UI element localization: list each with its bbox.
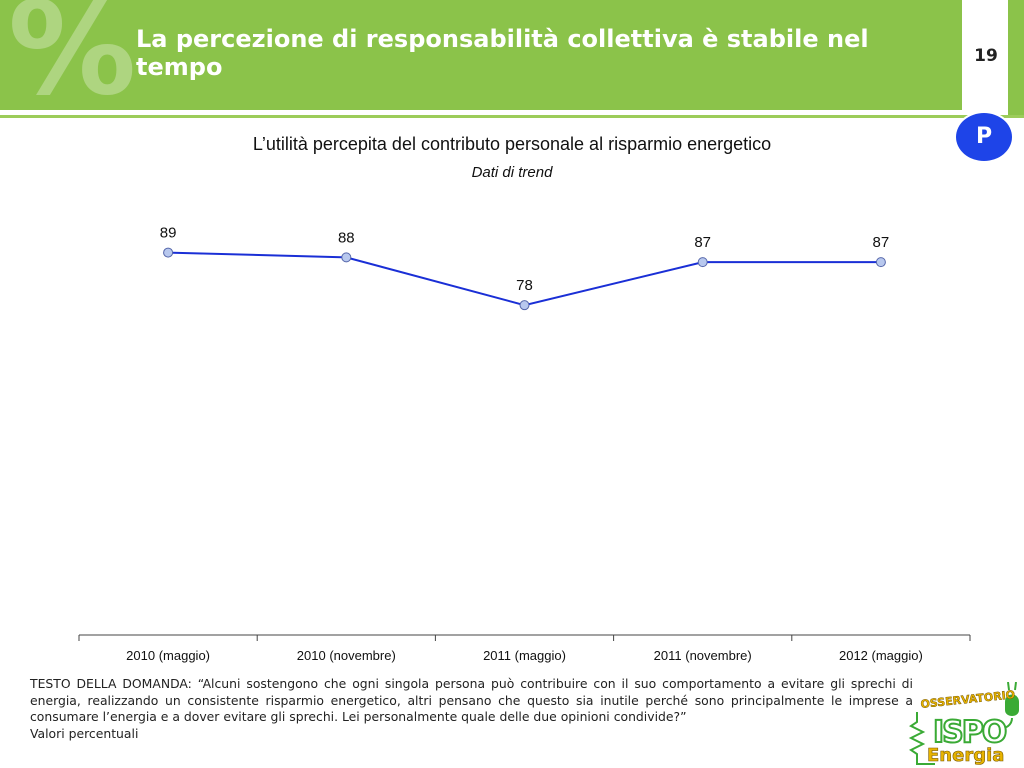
units-note: Valori percentuali — [30, 725, 139, 741]
p-badge: P — [956, 113, 1012, 161]
data-point — [341, 252, 352, 263]
question-text: TESTO DELLA DOMANDA: “Alcuni sostengono … — [30, 676, 913, 725]
data-label: 78 — [516, 277, 533, 294]
logo-middle-text: ISPO — [933, 715, 1006, 750]
logo-top-text: OSSERVATORIO — [920, 688, 1016, 711]
chart-subtitle: Dati di trend — [471, 164, 553, 181]
data-label: 89 — [160, 225, 177, 242]
x-tick-label: 2011 (maggio) — [483, 648, 566, 663]
data-point — [519, 300, 530, 311]
data-point — [875, 257, 886, 268]
x-tick-label: 2010 (maggio) — [126, 648, 210, 663]
page-number: 19 — [974, 46, 998, 66]
wire-icon — [908, 712, 935, 765]
header-banner: % La percezione di responsabilità collet… — [0, 0, 962, 114]
slide-title: La percezione di responsabilità colletti… — [136, 25, 869, 81]
header-divider — [0, 115, 1024, 118]
ispo-energia-logo: OSSERVATORIO ISPO Energia — [908, 682, 1019, 766]
x-tick-label: 2010 (novembre) — [297, 648, 396, 663]
plug-icon — [1005, 694, 1019, 716]
data-label: 87 — [694, 234, 711, 251]
x-tick-label: 2011 (novembre) — [654, 648, 752, 663]
x-tick-label: 2012 (maggio) — [839, 648, 923, 663]
logo-bottom-text: Energia — [927, 745, 1004, 766]
page-box-rule — [1008, 0, 1024, 115]
data-label: 87 — [873, 234, 890, 251]
data-point — [697, 257, 708, 268]
data-point — [163, 247, 174, 258]
question-note: TESTO DELLA DOMANDA: “Alcuni sostengono … — [30, 676, 913, 742]
data-label: 88 — [338, 229, 355, 246]
chart-title: L’utilità percepita del contributo perso… — [252, 134, 772, 154]
percent-watermark-icon: % — [8, 0, 137, 124]
